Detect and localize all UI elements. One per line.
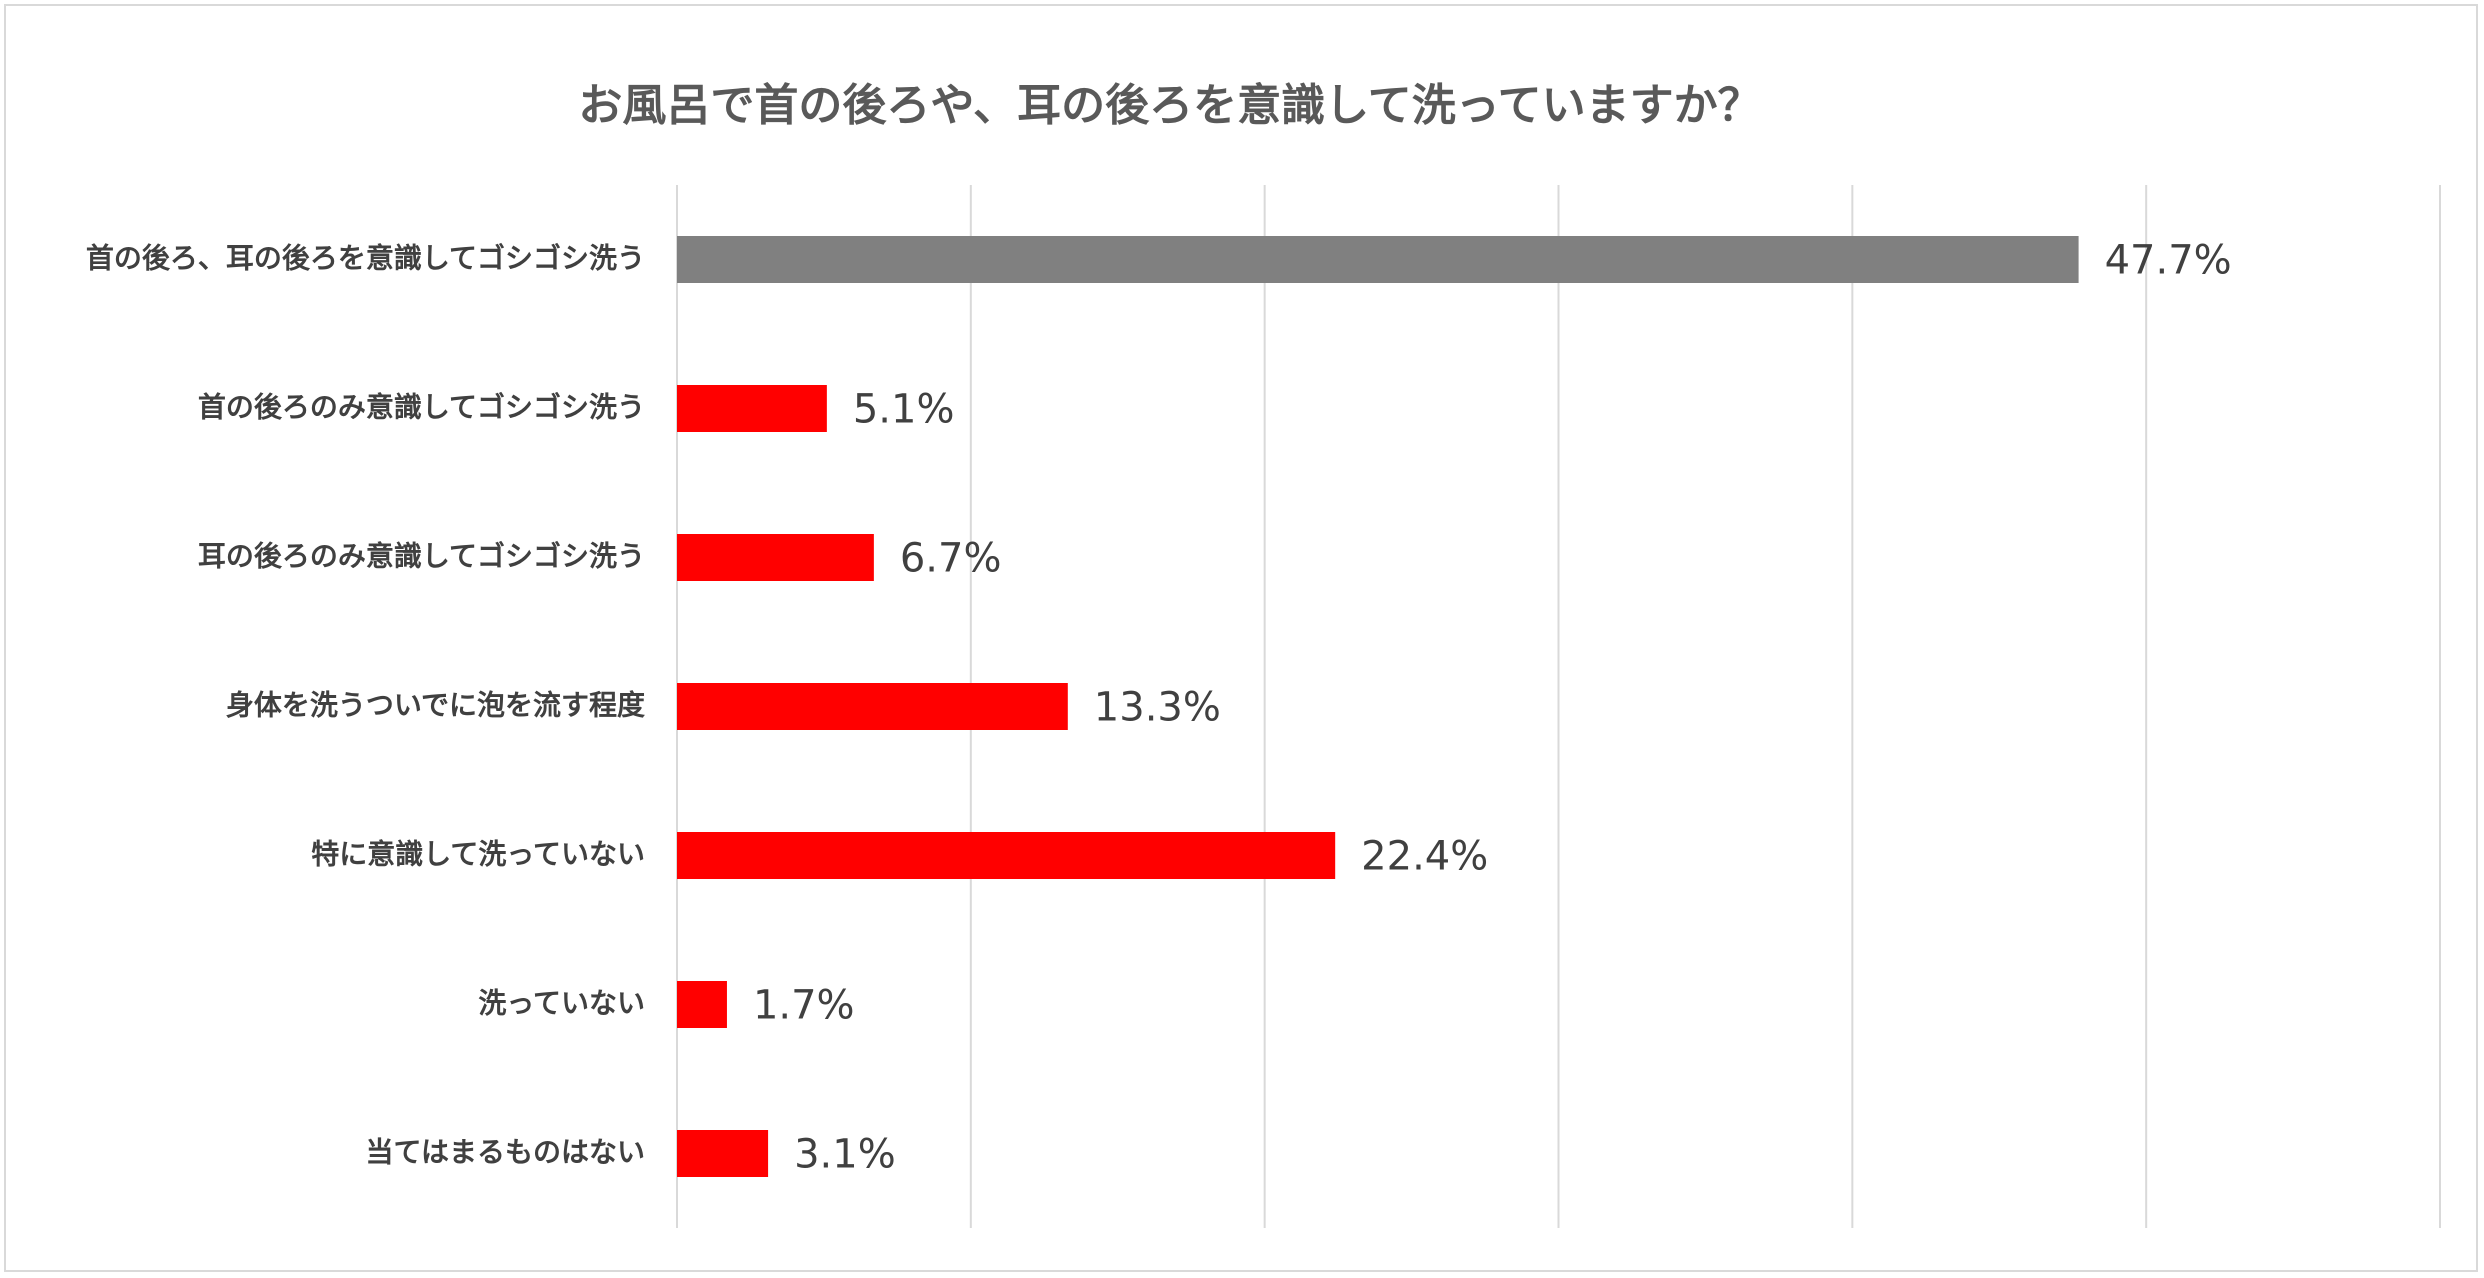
category-labels: 首の後ろ、耳の後ろを意識してゴシゴシ洗う首の後ろのみ意識してゴシゴシ洗う耳の後ろ…	[86, 242, 645, 1169]
chart-frame	[4, 4, 2478, 1272]
bar-2	[677, 534, 874, 581]
bar-1	[677, 385, 827, 432]
value-label-1: 5.1%	[853, 387, 955, 433]
value-label-0: 47.7%	[2105, 238, 2232, 284]
category-label-2: 耳の後ろのみ意識してゴシゴシ洗う	[198, 540, 645, 573]
value-label-6: 3.1%	[794, 1132, 896, 1178]
chart-title: お風呂で首の後ろや、耳の後ろを意識して洗っていますか？	[578, 80, 1761, 131]
gridlines	[676, 185, 2441, 1228]
category-label-5: 洗っていない	[478, 987, 645, 1020]
value-label-3: 13.3%	[1094, 685, 1221, 731]
value-labels: 47.7% 5.1% 6.7% 13.3% 22.4% 1.7% 3.1%	[753, 238, 2232, 1178]
bar-4	[677, 832, 1336, 879]
category-label-3: 身体を洗うついでに泡を流す程度	[226, 689, 645, 722]
category-label-1: 首の後ろのみ意識してゴシゴシ洗う	[198, 391, 645, 424]
category-label-6: 当てはまるものはない	[366, 1136, 645, 1169]
value-label-2: 6.7%	[900, 536, 1002, 582]
bars	[677, 236, 2079, 1177]
category-label-0: 首の後ろ、耳の後ろを意識してゴシゴシ洗う	[86, 242, 645, 275]
bar-3	[677, 683, 1068, 730]
category-label-4: 特に意識して洗っていない	[311, 838, 645, 871]
bar-6	[677, 1130, 769, 1177]
bar-5	[677, 981, 727, 1028]
bar-0	[677, 236, 2079, 283]
value-label-5: 1.7%	[753, 983, 855, 1029]
value-label-4: 22.4%	[1361, 834, 1488, 880]
